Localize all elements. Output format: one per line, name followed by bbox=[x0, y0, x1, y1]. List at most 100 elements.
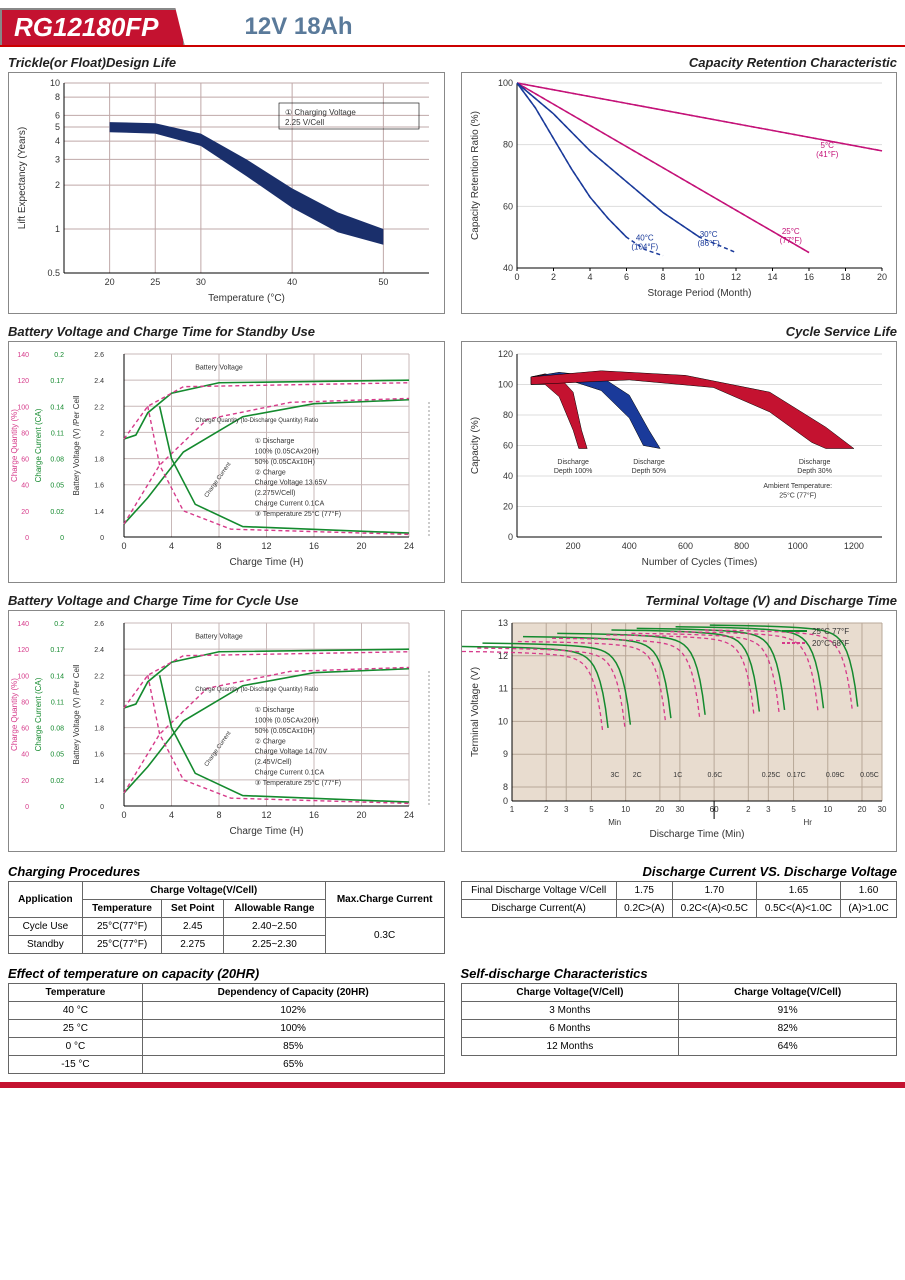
svg-text:40°C: 40°C bbox=[635, 233, 653, 242]
svg-text:10: 10 bbox=[621, 805, 630, 814]
svg-text:200: 200 bbox=[565, 541, 580, 551]
svg-text:120: 120 bbox=[17, 378, 29, 385]
svg-text:Discharge: Discharge bbox=[633, 459, 665, 466]
svg-text:0.02: 0.02 bbox=[50, 778, 64, 785]
svg-text:0: 0 bbox=[121, 541, 126, 551]
svg-text:0.17: 0.17 bbox=[50, 378, 64, 385]
t3-20: 0 °C bbox=[9, 1038, 143, 1056]
svg-text:8: 8 bbox=[660, 272, 665, 282]
svg-text:Temperature (°C): Temperature (°C) bbox=[208, 293, 285, 304]
svg-text:1.8: 1.8 bbox=[94, 726, 104, 733]
svg-text:Charge Time (H): Charge Time (H) bbox=[230, 826, 304, 837]
svg-text:40: 40 bbox=[502, 471, 512, 481]
svg-text:16: 16 bbox=[309, 541, 319, 551]
svg-text:Depth 100%: Depth 100% bbox=[553, 468, 592, 475]
svg-text:0.17C: 0.17C bbox=[786, 772, 805, 779]
svg-text:40: 40 bbox=[21, 483, 29, 490]
chart5: 0481216202402040608010012014000.020.050.… bbox=[8, 610, 445, 852]
svg-text:12: 12 bbox=[261, 810, 271, 820]
svg-text:100% (0.05CAx20H): 100% (0.05CAx20H) bbox=[255, 717, 319, 724]
svg-text:40: 40 bbox=[502, 263, 512, 273]
t2-r1-3: 1.60 bbox=[841, 882, 897, 900]
svg-text:Charge Current 0.1CA: Charge Current 0.1CA bbox=[255, 501, 325, 508]
chart1-title: Trickle(or Float)Design Life bbox=[8, 53, 445, 72]
svg-text:2: 2 bbox=[100, 430, 104, 437]
svg-text:2.25 V/Cell: 2.25 V/Cell bbox=[285, 118, 324, 127]
svg-text:140: 140 bbox=[17, 352, 29, 359]
svg-text:0.05: 0.05 bbox=[50, 483, 64, 490]
t3-10: 25 °C bbox=[9, 1020, 143, 1038]
svg-text:12: 12 bbox=[261, 541, 271, 551]
svg-text:Charge Current (CA): Charge Current (CA) bbox=[34, 677, 43, 751]
svg-text:60: 60 bbox=[502, 441, 512, 451]
svg-text:6: 6 bbox=[623, 272, 628, 282]
t1-h-max: Max.Charge Current bbox=[325, 882, 444, 918]
chart1: 0.51234568102025304050① Charging Voltage… bbox=[8, 72, 445, 314]
svg-text:1.4: 1.4 bbox=[94, 778, 104, 785]
svg-text:② Charge: ② Charge bbox=[255, 737, 286, 745]
svg-text:20°C 68°F: 20°C 68°F bbox=[812, 639, 849, 648]
svg-text:10: 10 bbox=[50, 78, 60, 88]
svg-text:30: 30 bbox=[196, 277, 206, 287]
svg-text:20: 20 bbox=[356, 810, 366, 820]
svg-text:1C: 1C bbox=[673, 772, 682, 779]
svg-text:4: 4 bbox=[55, 136, 60, 146]
svg-text:25°C 77°F: 25°C 77°F bbox=[812, 627, 849, 636]
t1-max: 0.3C bbox=[325, 918, 444, 954]
svg-text:140: 140 bbox=[17, 621, 29, 628]
svg-text:0: 0 bbox=[100, 804, 104, 811]
svg-text:50% (0.05CAx10H): 50% (0.05CAx10H) bbox=[255, 459, 315, 466]
svg-text:Number of Cycles (Times): Number of Cycles (Times) bbox=[641, 557, 757, 568]
t2-r1-2: 1.65 bbox=[756, 882, 840, 900]
svg-text:80: 80 bbox=[502, 140, 512, 150]
svg-text:Hr: Hr bbox=[803, 818, 812, 827]
svg-text:2C: 2C bbox=[632, 772, 641, 779]
t4-h2: Charge Voltage(V/Cell) bbox=[679, 984, 897, 1002]
svg-text:0: 0 bbox=[514, 272, 519, 282]
svg-text:③ Temperature 25°C (77°F): ③ Temperature 25°C (77°F) bbox=[255, 510, 341, 518]
t1-r1-sp: 2.275 bbox=[162, 936, 224, 954]
svg-text:18: 18 bbox=[840, 272, 850, 282]
svg-text:Battery Voltage: Battery Voltage bbox=[195, 634, 243, 641]
header-bar: RG12180FP 12V 18Ah bbox=[0, 8, 905, 47]
t3-00: 40 °C bbox=[9, 1002, 143, 1020]
t4-20: 12 Months bbox=[461, 1038, 679, 1056]
svg-text:0.2: 0.2 bbox=[54, 352, 64, 359]
svg-text:16: 16 bbox=[309, 810, 319, 820]
t4-00: 3 Months bbox=[461, 1002, 679, 1020]
t3-11: 100% bbox=[142, 1020, 444, 1038]
svg-text:0.11: 0.11 bbox=[51, 430, 64, 437]
t2-r2-2: 0.5C<(A)<1.0C bbox=[756, 900, 840, 918]
svg-text:Battery Voltage (V) /Per Cell: Battery Voltage (V) /Per Cell bbox=[72, 664, 81, 764]
svg-text:3: 3 bbox=[564, 805, 569, 814]
svg-text:0.02: 0.02 bbox=[50, 509, 64, 516]
svg-text:0.08: 0.08 bbox=[50, 457, 64, 464]
t2-r1-1: 1.70 bbox=[672, 882, 756, 900]
footer-bar bbox=[0, 1082, 905, 1088]
chart6-title: Terminal Voltage (V) and Discharge Time bbox=[461, 591, 898, 610]
chart3-title: Battery Voltage and Charge Time for Stan… bbox=[8, 322, 445, 341]
svg-text:10: 10 bbox=[823, 805, 832, 814]
svg-text:Charge Current (CA): Charge Current (CA) bbox=[34, 408, 43, 482]
svg-text:0.14: 0.14 bbox=[50, 673, 64, 680]
svg-text:120: 120 bbox=[497, 349, 512, 359]
svg-text:50: 50 bbox=[378, 277, 388, 287]
svg-text:120: 120 bbox=[17, 647, 29, 654]
svg-text:20: 20 bbox=[21, 509, 29, 516]
svg-text:400: 400 bbox=[621, 541, 636, 551]
svg-text:2: 2 bbox=[100, 699, 104, 706]
svg-text:2.2: 2.2 bbox=[94, 673, 104, 680]
svg-text:Lift Expectancy (Years): Lift Expectancy (Years) bbox=[17, 127, 28, 229]
svg-text:① Discharge: ① Discharge bbox=[255, 706, 295, 714]
svg-text:① Discharge: ① Discharge bbox=[255, 437, 295, 445]
t4-01: 91% bbox=[679, 1002, 897, 1020]
svg-text:8: 8 bbox=[55, 92, 60, 102]
chart5-title: Battery Voltage and Charge Time for Cycl… bbox=[8, 591, 445, 610]
svg-text:0.17: 0.17 bbox=[50, 647, 64, 654]
t1-h-cv: Charge Voltage(V/Cell) bbox=[82, 882, 325, 900]
svg-text:25: 25 bbox=[150, 277, 160, 287]
svg-text:0.25C: 0.25C bbox=[761, 772, 780, 779]
svg-text:30: 30 bbox=[675, 805, 684, 814]
table1-title: Charging Procedures bbox=[8, 860, 445, 881]
svg-text:0.08: 0.08 bbox=[50, 726, 64, 733]
